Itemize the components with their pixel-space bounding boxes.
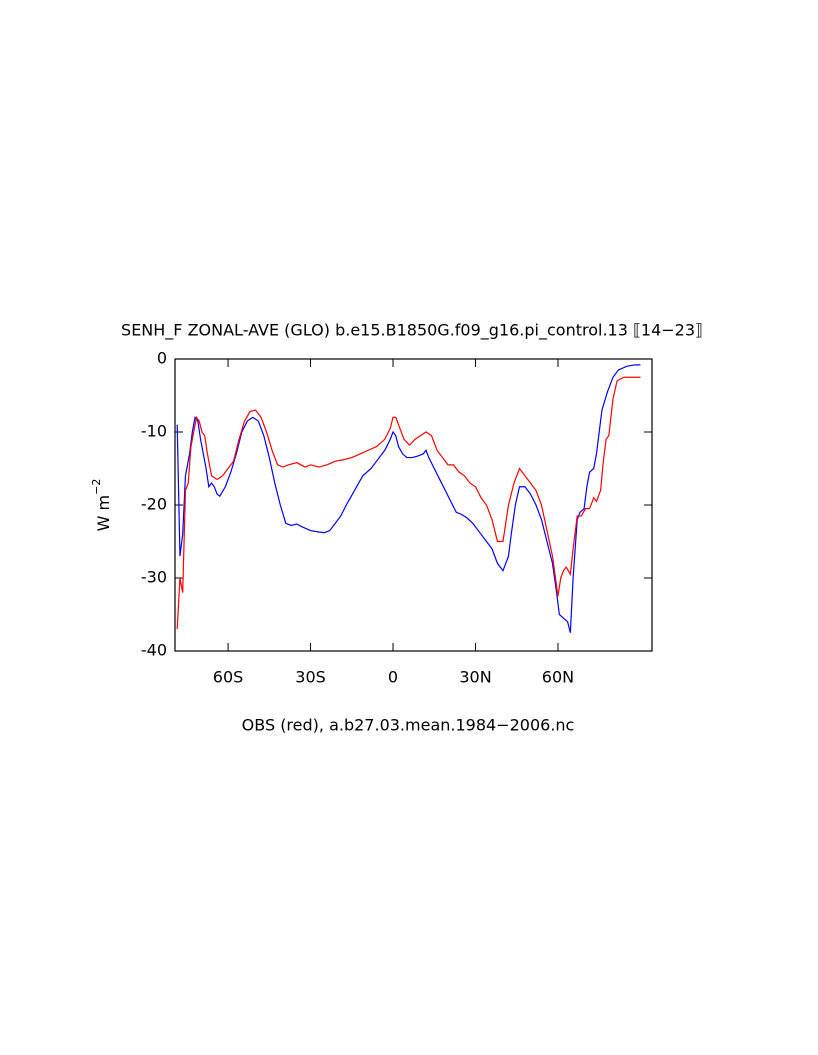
data-line bbox=[176, 376, 641, 630]
data-line bbox=[176, 364, 641, 633]
y-axis-label-exponent: −2 bbox=[90, 479, 103, 495]
x-tick-label: 60S bbox=[213, 668, 244, 687]
y-axis-label-text: W m bbox=[94, 495, 113, 532]
y-axis-label: W m−2 bbox=[90, 479, 113, 532]
y-tick-label: -30 bbox=[141, 568, 167, 587]
x-tick-label: 0 bbox=[388, 668, 398, 687]
x-tick-label: 30N bbox=[459, 668, 491, 687]
x-tick-label: 30S bbox=[295, 668, 326, 687]
x-tick-label: 60N bbox=[542, 668, 574, 687]
y-tick-label: -40 bbox=[141, 641, 167, 660]
y-tick-label: -10 bbox=[141, 422, 167, 441]
y-tick-label: 0 bbox=[157, 349, 167, 368]
chart-subtitle: OBS (red), a.b27.03.mean.1984−2006.nc bbox=[242, 716, 575, 735]
y-tick-label: -20 bbox=[141, 495, 167, 514]
chart-title: SENH_F ZONAL-AVE (GLO) b.e15.B1850G.f09_… bbox=[121, 321, 703, 341]
